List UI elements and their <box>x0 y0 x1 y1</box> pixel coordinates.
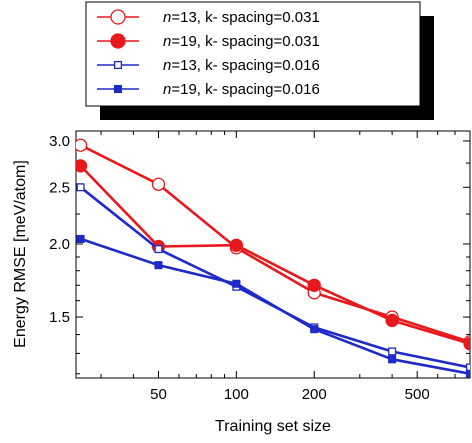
data-point <box>76 183 85 192</box>
data-point <box>229 238 244 252</box>
x-tick-label: 200 <box>302 386 327 403</box>
legend-label-rest: =13, k- spacing=0.031 <box>171 9 319 26</box>
series-4 <box>76 234 470 378</box>
legend-marker <box>113 84 123 94</box>
data-point <box>465 369 470 378</box>
data-point <box>307 278 321 292</box>
legend-marker <box>113 60 123 70</box>
legend-label-rest: =13, k- spacing=0.016 <box>171 57 319 74</box>
legend-label-rest: =19, k- spacing=0.031 <box>171 33 319 50</box>
legend-label: n=13, k- spacing=0.031 <box>163 9 320 26</box>
legend-label: n=19, k- spacing=0.031 <box>163 33 320 50</box>
legend-label-italic: n <box>163 81 171 98</box>
data-point <box>76 138 88 152</box>
series-line <box>79 164 470 346</box>
legend-entry-2: n=19, k- spacing=0.031 <box>97 33 320 50</box>
data-point <box>465 363 470 372</box>
legend-label-rest: =19, k- spacing=0.016 <box>171 81 319 98</box>
series-1 <box>76 138 470 349</box>
legend-box <box>85 1 421 107</box>
data-point <box>154 261 163 270</box>
y-axis-title: Energy RMSE [meV/atom] <box>12 160 29 348</box>
legend-entry-1: n=13, k- spacing=0.031 <box>97 9 320 26</box>
data-point <box>385 313 399 328</box>
legend-entry-4: n=19, k- spacing=0.016 <box>97 81 320 98</box>
series-line <box>80 144 470 344</box>
series-line <box>79 186 470 369</box>
legend-marker <box>110 33 126 49</box>
data-point <box>76 159 88 173</box>
data-point <box>151 177 166 191</box>
legend-label-italic: n <box>163 57 171 74</box>
series-3 <box>76 183 470 372</box>
legend-label-italic: n <box>163 9 171 26</box>
x-tick-label: 50 <box>150 386 167 403</box>
x-axis-title: Training set size <box>215 418 331 435</box>
legend-label: n=19, k- spacing=0.016 <box>163 81 320 98</box>
x-tick-label: 500 <box>405 386 430 403</box>
y-tick-label: 1.5 <box>49 309 70 326</box>
data-point <box>76 234 85 243</box>
plot-frame <box>75 130 471 379</box>
legend-marker <box>110 9 126 25</box>
y-tick-label: 3.0 <box>49 133 70 150</box>
legend-entry-3: n=13, k- spacing=0.016 <box>97 57 320 74</box>
data-point <box>388 347 397 356</box>
data-point <box>463 337 470 351</box>
y-tick-label: 2.5 <box>49 179 70 196</box>
data-point <box>388 355 397 364</box>
data-point <box>232 279 241 288</box>
series-2 <box>76 159 470 351</box>
legend-label: n=13, k- spacing=0.016 <box>163 57 320 74</box>
data-point <box>154 245 163 254</box>
y-tick-label: 2.0 <box>49 236 70 253</box>
legend-label-italic: n <box>163 33 171 50</box>
series-line <box>80 237 470 375</box>
x-tick-label: 100 <box>224 386 249 403</box>
data-point <box>310 325 319 334</box>
